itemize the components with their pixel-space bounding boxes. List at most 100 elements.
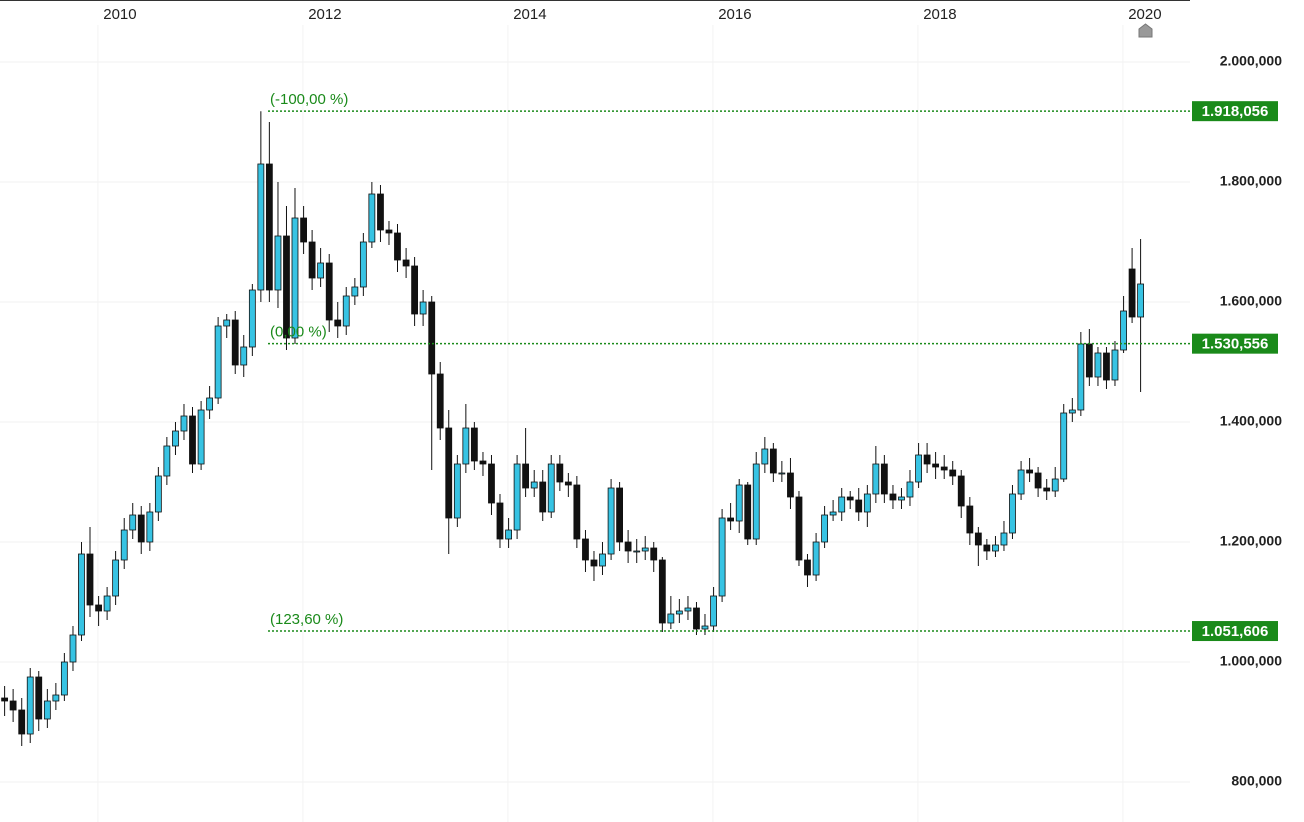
candle-body xyxy=(60,661,68,696)
candle-body xyxy=(752,463,760,540)
candle-body xyxy=(778,472,786,475)
candle-body xyxy=(428,301,436,375)
candle-body xyxy=(1009,493,1016,534)
candle-body xyxy=(701,625,709,630)
candle-body xyxy=(1103,352,1110,381)
candle-body xyxy=(291,217,299,339)
candle-body xyxy=(9,700,17,711)
candle-body xyxy=(1137,283,1144,318)
candle-body xyxy=(556,463,564,483)
price-box-label: 1.530,556 xyxy=(1202,336,1269,353)
candle-body xyxy=(616,487,623,543)
candle-body xyxy=(103,595,111,612)
candle-body xyxy=(582,538,589,561)
candle-body xyxy=(214,325,222,399)
candle-body xyxy=(812,541,820,576)
fib-label: (-100,00 %) xyxy=(270,91,348,108)
candle-body xyxy=(359,241,367,288)
candle-body xyxy=(1128,268,1136,318)
x-tick-label: 2010 xyxy=(103,6,136,23)
candle-body xyxy=(607,487,615,555)
candle-body xyxy=(52,694,60,702)
candle-body xyxy=(932,463,940,468)
candle-body xyxy=(539,481,547,513)
y-tick-label: 1.800,000 xyxy=(1220,173,1282,189)
candle-body xyxy=(86,553,94,606)
candle-body xyxy=(530,481,538,489)
candle-body xyxy=(889,493,897,501)
candle-body xyxy=(129,514,137,531)
candle-body xyxy=(180,415,188,432)
candle-body xyxy=(146,511,154,543)
candle-body xyxy=(1060,412,1068,480)
candle-body xyxy=(479,460,487,465)
candle-body xyxy=(1034,472,1042,489)
candle-body xyxy=(787,472,794,498)
candle-body xyxy=(172,430,179,447)
candle-body xyxy=(351,286,359,297)
scroll-icon[interactable] xyxy=(1138,23,1153,38)
candle-body xyxy=(633,550,641,553)
candle-body xyxy=(488,463,495,504)
candle-body xyxy=(419,301,427,315)
x-tick-label: 2018 xyxy=(923,6,956,23)
candle-body xyxy=(838,496,846,513)
candle-body xyxy=(308,241,316,279)
candle-body xyxy=(898,496,905,501)
candle-body xyxy=(573,484,581,540)
candle-body xyxy=(317,262,325,279)
candle-body xyxy=(564,481,572,486)
candle-body xyxy=(325,262,333,321)
x-tick-label: 2016 xyxy=(718,6,751,23)
candle-body xyxy=(334,319,342,327)
candle-body xyxy=(599,553,606,567)
y-tick-label: 1.000,000 xyxy=(1220,653,1282,669)
candle-body xyxy=(727,517,735,522)
candle-body xyxy=(829,511,837,516)
candle-body xyxy=(300,217,307,243)
candle-body xyxy=(470,427,478,462)
candle-body xyxy=(590,559,598,567)
candle-body xyxy=(513,463,521,531)
candle-body xyxy=(658,559,666,624)
candle-body xyxy=(710,595,717,627)
candle-body xyxy=(1068,409,1076,414)
candle-body xyxy=(974,532,982,546)
y-tick-label: 2.000,000 xyxy=(1220,53,1282,69)
candle-body xyxy=(983,544,991,552)
candle-body xyxy=(735,484,743,522)
candle-body xyxy=(693,607,700,630)
candle-body xyxy=(163,445,171,477)
candle-body xyxy=(283,235,290,339)
price-box xyxy=(1192,333,1278,354)
candle-body xyxy=(1077,343,1085,411)
candle-body xyxy=(402,259,410,267)
candle-body xyxy=(1026,469,1033,474)
candle-body xyxy=(274,235,282,291)
price-box-label: 1.918,056 xyxy=(1202,103,1269,120)
y-tick-label: 1.200,000 xyxy=(1220,533,1282,549)
candle-body xyxy=(1043,487,1051,492)
candle-body xyxy=(675,610,683,615)
candle-body xyxy=(684,607,692,612)
x-tick-label: 2014 xyxy=(513,6,546,23)
candle-body xyxy=(522,463,530,489)
candle-body xyxy=(1111,349,1119,381)
candle-body xyxy=(43,700,51,720)
candle-body xyxy=(137,514,145,543)
candle-body xyxy=(248,289,256,348)
candle-body xyxy=(804,559,811,576)
candle-body xyxy=(650,547,658,561)
price-box xyxy=(1192,621,1278,642)
candle-body xyxy=(624,541,632,552)
price-box xyxy=(1192,101,1278,122)
candle-body xyxy=(368,193,376,243)
candle-body xyxy=(761,448,769,465)
candle-body xyxy=(189,415,196,465)
candle-body xyxy=(949,469,957,477)
candle-body xyxy=(223,319,231,327)
y-tick-label: 1.400,000 xyxy=(1220,413,1282,429)
candle-body xyxy=(257,163,265,291)
